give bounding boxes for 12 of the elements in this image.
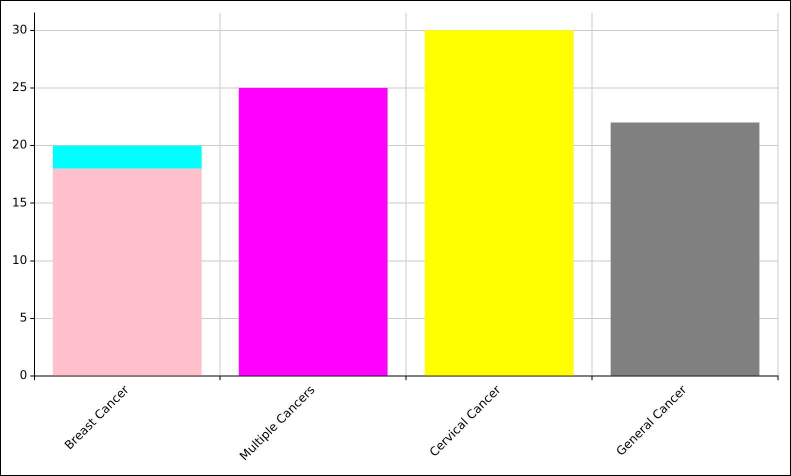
bar [238, 88, 388, 376]
y-tick-label: 25 [12, 80, 28, 94]
bar [610, 122, 760, 376]
y-tick-label: 30 [12, 22, 28, 36]
y-tick-label: 0 [20, 368, 28, 382]
bar [424, 30, 574, 376]
y-tick-label: 15 [12, 195, 28, 210]
y-tick-label: 10 [12, 252, 28, 267]
y-tick-label: 20 [12, 138, 28, 152]
bar [52, 168, 202, 376]
y-tick-label: 5 [20, 310, 28, 325]
bar [52, 146, 202, 169]
